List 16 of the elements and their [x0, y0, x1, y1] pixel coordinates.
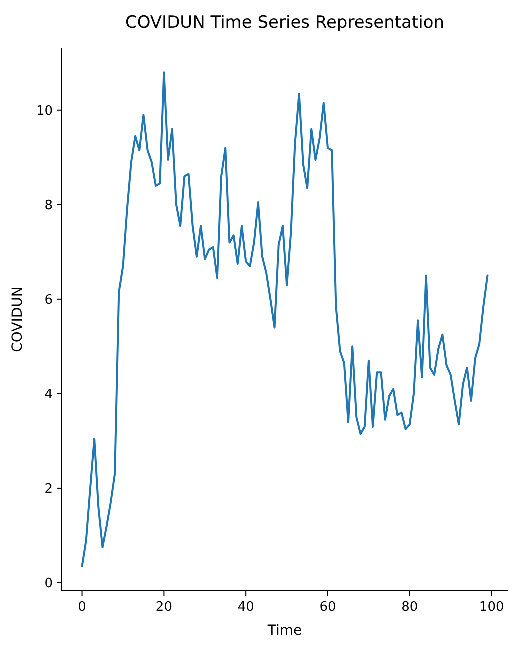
line-series	[81, 72, 489, 568]
y-tick-label: 4	[44, 387, 53, 402]
y-tick-label: 8	[44, 198, 53, 214]
x-axis-title: Time	[266, 623, 302, 639]
y-tick-label: 6	[44, 292, 53, 308]
x-tick-label: 60	[320, 600, 336, 615]
x-tick-label: 40	[238, 600, 254, 615]
x-tick-label: 0	[78, 600, 86, 615]
y-axis-title: COVIDUN	[10, 286, 26, 352]
x-tick-label: 100	[479, 600, 504, 615]
x-tick-label: 20	[156, 600, 172, 615]
y-tick-label: 0	[44, 576, 53, 592]
x-tick-label: 80	[402, 600, 418, 615]
y-tick-label: 2	[44, 482, 53, 497]
chart-title: COVIDUN Time Series Representation	[125, 13, 445, 33]
y-tick-label: 10	[36, 104, 53, 119]
